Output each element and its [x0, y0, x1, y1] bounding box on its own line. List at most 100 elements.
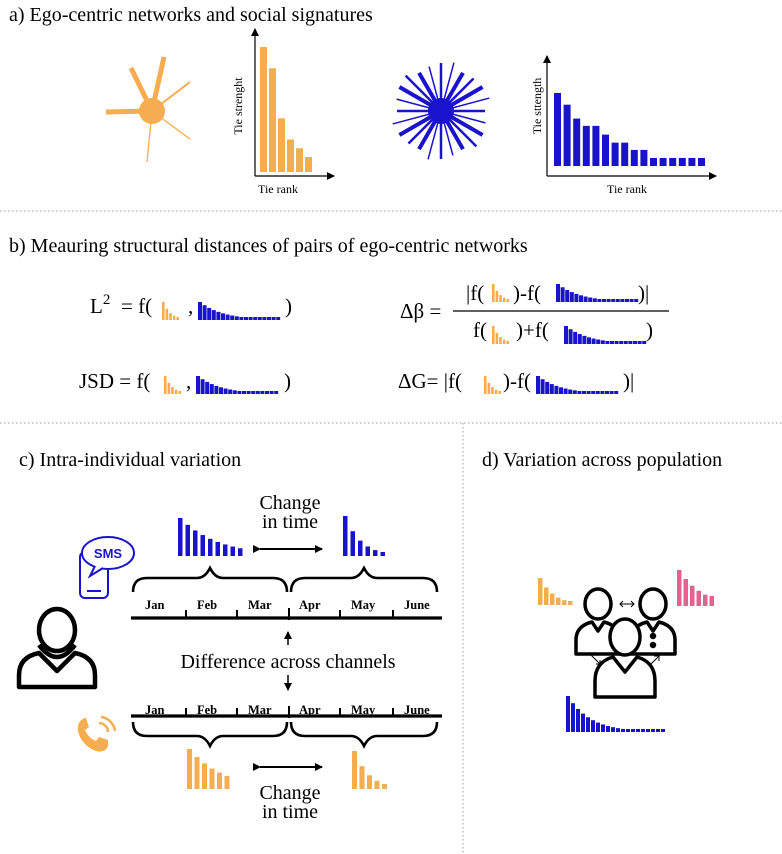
db-den-blue-bar-10: [605, 340, 610, 344]
jsd-orange-bar-1: [164, 376, 167, 394]
delta-beta-num-close: )|: [638, 281, 650, 305]
population-blue-bar-8: [601, 724, 605, 732]
right-chart-bars: [554, 93, 705, 166]
db-den-orange-bar-1: [492, 326, 495, 344]
population-blue-bar-2: [571, 703, 575, 732]
dg-blue-bar-8: [568, 389, 573, 394]
population-blue-bar-7: [596, 722, 600, 732]
jsd-blue-bar-10: [237, 390, 242, 394]
left-chart-bar-6: [305, 157, 312, 172]
jsd-lhs: JSD = f(: [79, 369, 151, 393]
left-chart-bar-3: [278, 118, 285, 172]
left-chart-bar-4: [287, 139, 294, 172]
l2-blue-bar-9: [234, 316, 239, 320]
db-den-blue-bar-14: [623, 341, 628, 344]
right-chart-bar-7: [611, 142, 619, 166]
jsd-blue-bar-3: [205, 381, 210, 394]
db-den-blue-bar-6: [587, 337, 591, 344]
jsd-blue-bar-15: [260, 391, 265, 394]
month-top-jan: Jan: [145, 598, 165, 612]
delta-beta-lhs: Δβ =: [400, 299, 442, 323]
sms-late-bar-4: [365, 546, 370, 556]
section-a-title: a) Ego-centric networks and social signa…: [9, 4, 373, 26]
population-orange-bar-4: [556, 597, 561, 605]
db-den-blue-bar-3: [573, 331, 578, 344]
sms-late-bar-1: [343, 516, 348, 556]
db-num-blue-bar-15: [620, 299, 625, 302]
l2-blue-bar-11: [244, 317, 248, 320]
db-den-blue-bar-7: [591, 338, 596, 344]
section-b-title: b) Meauring structural distances of pair…: [9, 235, 528, 257]
l2-blue-bar-7: [225, 314, 230, 320]
jsd-blue-bar-5: [214, 385, 219, 394]
timeline-braces: [131, 565, 439, 749]
dg-orange-bar-3: [491, 387, 494, 394]
jsd-orange-bar-4: [174, 389, 178, 394]
month-top-apr: Apr: [299, 598, 321, 612]
db-den-blue-bar-12: [614, 341, 619, 344]
population-blue-bar-9: [606, 725, 610, 732]
dg-blue-bar-14: [595, 391, 600, 394]
db-num-blue-bar-8: [588, 297, 593, 302]
jsd-blue-bar-17: [269, 391, 274, 394]
dg-blue-bar-10: [577, 390, 582, 394]
person-icon: [16, 606, 98, 690]
l2-blue-bar-17: [271, 317, 276, 320]
section-d-title: d) Variation across population: [482, 449, 723, 471]
db-num-orange-bar-3: [499, 295, 502, 302]
db-num-blue-bar-2: [560, 287, 565, 302]
formula-signature-glyphs: [162, 284, 647, 394]
sms-early-bar-5: [208, 538, 213, 556]
call-late-bar-4: [374, 780, 380, 789]
jsd-blue-bar-7: [223, 388, 228, 394]
db-den-orange-bar-2: [495, 332, 499, 344]
dg-blue-bar-6: [559, 387, 563, 394]
db-den-orange-bar-3: [499, 337, 502, 344]
dg-blue-bar-9: [572, 390, 577, 394]
month-bottom-jan: Jan: [145, 703, 165, 717]
jsd-blue-bar-14: [255, 391, 260, 394]
l2-orange-bar-5: [176, 317, 179, 320]
month-top-mar: Mar: [248, 598, 272, 612]
delta-beta-den-mid: )+f(: [516, 318, 549, 342]
call-late-bar-5: [382, 784, 387, 789]
month-bottom-mar: Mar: [248, 703, 272, 717]
dg-blue-bar-15: [600, 391, 605, 394]
l2-blue-bar-18: [276, 317, 281, 320]
right-chart-bar-5: [592, 125, 600, 166]
right-chart-xlabel: Tie rank: [607, 182, 647, 196]
call-early-bar-3: [202, 763, 207, 789]
month-bottom-feb: Feb: [197, 703, 218, 717]
population-blue-bar-14: [631, 729, 635, 732]
l2-orange-bar-3: [169, 313, 172, 320]
db-den-blue-bar-13: [619, 341, 624, 344]
l2-blue-bar-15: [262, 317, 267, 320]
dg-orange-bar-1: [484, 376, 487, 394]
right-chart-bar-9: [630, 149, 638, 166]
population-orange-bar-6: [568, 601, 573, 605]
right-chart-bar-4: [582, 125, 590, 166]
sms-late-bar-3: [358, 540, 363, 556]
sms-early-bar-1: [178, 518, 183, 556]
dg-blue-bar-5: [554, 385, 559, 394]
l2-blue-bar-3: [207, 307, 212, 320]
change-in-time-top-line2: in time: [261, 511, 319, 533]
dg-blue-bar-7: [563, 388, 568, 394]
right-chart-axes: [543, 55, 717, 180]
dg-blue-bar-2: [540, 379, 545, 394]
l2-blue-bar-5: [216, 311, 221, 320]
sms-early-bar-8: [230, 546, 235, 556]
population-blue-bar-5: [586, 717, 590, 732]
population-pink-bar-4: [696, 590, 701, 606]
db-num-blue-bar-10: [597, 298, 602, 302]
population-blue-bar-10: [611, 727, 615, 732]
db-den-blue-bar-17: [637, 341, 642, 344]
db-den-orange-bar-4: [502, 339, 506, 344]
right-chart-ylabel: Tie sttength: [530, 78, 544, 135]
db-den-blue-bar-4: [577, 334, 582, 344]
population-blue-bar-4: [581, 713, 585, 732]
right-chart-bar-3: [573, 118, 581, 166]
right-chart-bar-16: [698, 157, 705, 166]
db-num-blue-bar-9: [592, 298, 597, 302]
l2-blue-bar-10: [239, 316, 244, 320]
